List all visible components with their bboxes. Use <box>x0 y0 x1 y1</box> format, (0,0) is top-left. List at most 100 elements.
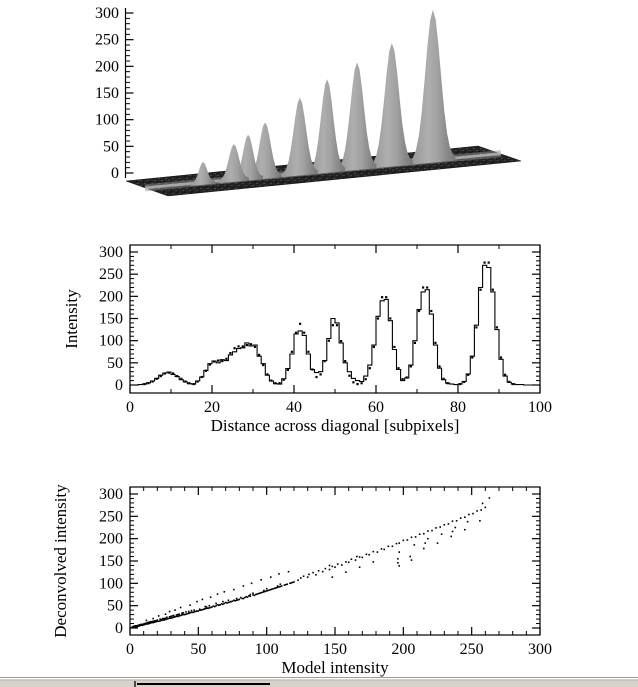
scrollbar-thumb-edge[interactable] <box>137 683 270 685</box>
scatter-point <box>454 526 457 529</box>
scatter-point <box>166 618 168 620</box>
scatter-point <box>418 533 421 535</box>
surface-peak <box>410 9 456 165</box>
model-dot <box>237 345 240 348</box>
scatter-point <box>159 618 161 620</box>
scatter-point <box>177 615 179 618</box>
window-edge <box>0 677 638 687</box>
scatter-point <box>283 584 286 586</box>
scatter-point <box>451 520 454 522</box>
scatter-point <box>213 605 216 608</box>
scatter-point <box>398 542 400 544</box>
model-dot <box>278 382 281 385</box>
scatter-point <box>152 620 154 623</box>
model-dot <box>323 360 326 363</box>
scatter-point <box>233 588 235 591</box>
scatter-point <box>133 625 135 627</box>
model-dot <box>303 331 306 334</box>
model-dot <box>274 382 277 385</box>
tick-label: 250 <box>460 641 484 658</box>
scatter-point <box>234 600 236 602</box>
scatter-point <box>306 576 309 578</box>
scatter-point <box>410 536 413 539</box>
scatter-xaxis-title: Model intensity <box>281 658 389 677</box>
tick-label: 200 <box>99 531 123 548</box>
scatter-point <box>222 600 224 603</box>
model-dot <box>258 353 261 356</box>
scatter-point <box>166 616 168 619</box>
model-dot <box>151 380 154 383</box>
model-dot <box>467 373 470 376</box>
model-dot <box>294 331 298 334</box>
model-dot <box>372 345 375 348</box>
scatter-point <box>198 609 201 611</box>
scatter-point <box>181 612 183 615</box>
scatter-point <box>238 598 241 601</box>
tick-label: 50 <box>103 138 119 155</box>
scatter-point <box>181 614 183 616</box>
scatter-point <box>130 626 133 629</box>
tick-label: 150 <box>323 641 347 658</box>
scatter-point <box>178 615 180 617</box>
scatter-point <box>177 613 179 616</box>
window-edge-groove <box>0 677 638 678</box>
scatter-point <box>227 601 230 604</box>
model-dot <box>163 372 166 375</box>
surface-peak <box>337 62 377 172</box>
model-dot <box>180 377 183 380</box>
model-dot <box>290 350 293 353</box>
model-dot <box>499 356 503 359</box>
scatter-point <box>201 608 204 611</box>
scatter-point <box>163 617 165 620</box>
scatter-point <box>152 617 154 620</box>
scatter-point <box>336 563 339 565</box>
model-dot <box>217 359 220 362</box>
model-dot <box>299 322 302 325</box>
scatter-point <box>145 623 148 625</box>
scatter-point <box>147 621 149 624</box>
scatter-point <box>423 532 425 535</box>
model-dot <box>225 357 228 360</box>
model-dot <box>176 375 179 378</box>
scatter-point <box>183 613 186 616</box>
scatter-point <box>286 583 288 585</box>
scatter-point <box>167 617 170 620</box>
scatter-point <box>137 625 139 627</box>
surface-plot: 0 50 100 150 200 250 300 <box>95 5 522 197</box>
scatter-point <box>376 551 379 553</box>
scatter-point <box>278 573 280 575</box>
model-dot <box>241 345 244 348</box>
model-dot <box>335 324 339 327</box>
scatter-point <box>185 611 187 613</box>
model-dot <box>442 377 445 380</box>
scatter-point <box>171 616 174 619</box>
scatter-point <box>409 555 411 558</box>
scatter-point <box>263 591 265 593</box>
scatter-point <box>265 590 268 592</box>
scatter-point <box>263 589 265 592</box>
scatter-point <box>481 502 484 505</box>
model-dot <box>245 344 248 347</box>
scatter-point <box>289 582 291 585</box>
scatter-point <box>447 523 450 525</box>
model-dot <box>266 373 269 376</box>
scatter-point <box>208 604 211 607</box>
window-edge-groove-2 <box>0 680 638 681</box>
scatter-point <box>215 602 217 605</box>
model-dot <box>393 345 396 348</box>
scatter-point <box>242 585 245 587</box>
scatter-point <box>391 545 394 548</box>
scatter-point <box>151 621 153 624</box>
scatter-point <box>321 570 324 573</box>
scatter-point <box>280 585 283 587</box>
scatter-point <box>175 614 178 616</box>
scatter-point <box>216 593 219 595</box>
scatter-point <box>324 567 327 570</box>
scatter-point <box>148 622 150 625</box>
tick-label: 0 <box>111 165 119 182</box>
tick-label: 50 <box>107 598 123 615</box>
scatter-point <box>398 565 400 567</box>
scatter-point <box>252 594 254 596</box>
scatter-point <box>459 517 462 519</box>
model-dot <box>159 375 162 378</box>
